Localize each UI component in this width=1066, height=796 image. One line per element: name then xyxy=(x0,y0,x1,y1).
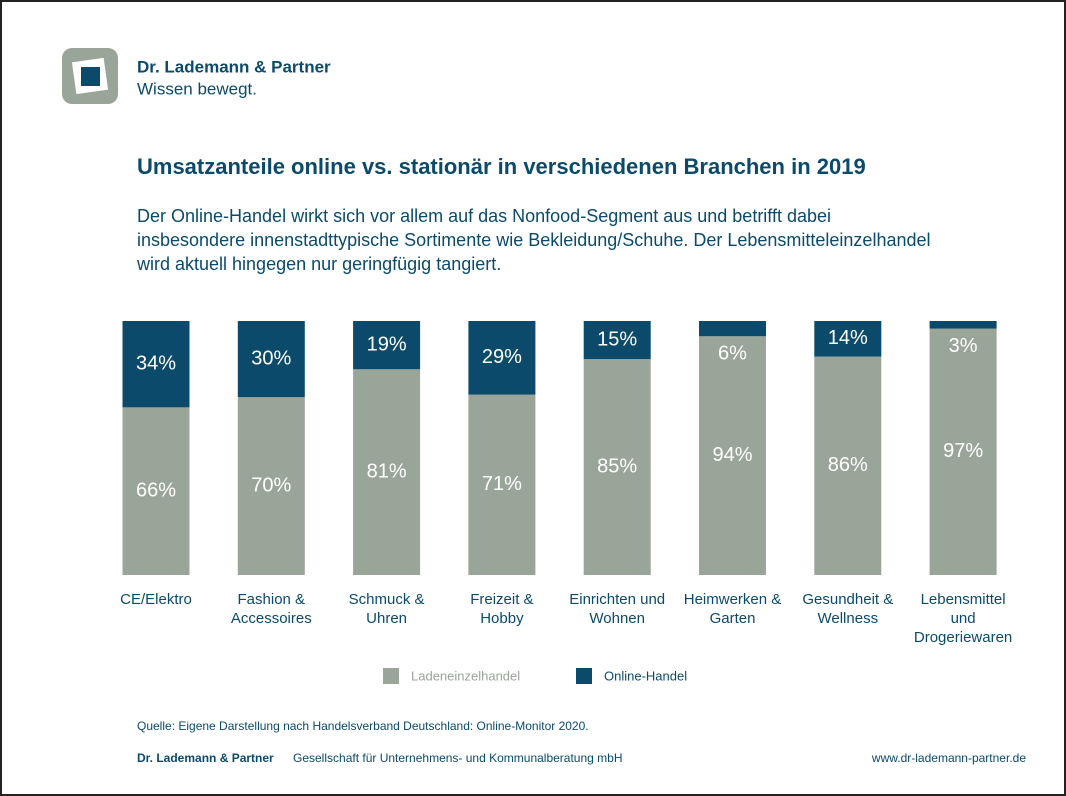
value-label: 66% xyxy=(136,479,176,501)
legend-label: Ladeneinzelhandel xyxy=(411,668,520,683)
legend-swatch xyxy=(383,668,399,684)
value-label: 29% xyxy=(482,346,522,368)
bar-segment xyxy=(929,321,997,329)
footer-url: www.dr-lademann-partner.de xyxy=(871,751,1026,765)
x-tick-label: Lebensmittel und Drogeriewaren xyxy=(913,591,1013,646)
footer-company: Dr. Lademann & Partner xyxy=(137,751,274,765)
bar-segment xyxy=(814,321,882,357)
value-label: 6% xyxy=(718,343,747,365)
logo-tagline: Wissen bewegt. xyxy=(137,79,257,98)
x-tick-label: Einrichten und Wohnen xyxy=(569,591,666,627)
value-label: 86% xyxy=(828,454,868,476)
footer-suffix: Gesellschaft für Unternehmens- und Kommu… xyxy=(293,751,623,765)
x-tick-label: Freizeit & Hobby xyxy=(470,591,534,627)
value-label: 85% xyxy=(597,455,637,477)
logo-square xyxy=(81,67,100,86)
bar-segment xyxy=(814,356,882,575)
value-label: 97% xyxy=(943,440,983,462)
bar-segment xyxy=(237,321,305,398)
x-tick-label: Gesundheit & Wellness xyxy=(802,591,894,627)
bar-segment xyxy=(468,321,536,395)
value-label: 30% xyxy=(251,347,291,369)
value-label: 3% xyxy=(949,335,978,357)
x-tick-label: Fashion & Accessoires xyxy=(230,591,312,627)
bar-segment xyxy=(699,336,766,575)
bar-segment xyxy=(353,369,421,575)
bar-segment xyxy=(237,397,305,575)
x-tick-label: CE/Elektro xyxy=(120,591,192,608)
value-label: 94% xyxy=(712,444,752,466)
bar-segment xyxy=(353,321,421,370)
bar-segment xyxy=(929,328,997,575)
value-label: 71% xyxy=(482,473,522,495)
x-tick-label: Heimwerken & Garten xyxy=(683,591,782,627)
bar-segment xyxy=(699,321,766,337)
bar-segment xyxy=(122,407,190,575)
chart-title: Umsatzanteile online vs. stationär in ve… xyxy=(137,154,866,179)
bar-segment xyxy=(468,394,536,575)
value-label: 15% xyxy=(597,328,637,350)
value-label: 19% xyxy=(367,333,407,355)
value-label: 81% xyxy=(367,460,407,482)
source: Quelle: Eigene Darstellung nach Handelsv… xyxy=(137,719,589,733)
bar-segment xyxy=(583,321,651,360)
bar-segment xyxy=(122,321,190,408)
logo-name: Dr. Lademann & Partner xyxy=(137,57,331,76)
subtitle: Der Online-Handel wirkt sich vor allem a… xyxy=(137,206,931,274)
legend-label: Online-Handel xyxy=(604,668,687,683)
x-tick-label: Schmuck & Uhren xyxy=(348,591,425,627)
value-label: 14% xyxy=(828,327,868,349)
legend-swatch xyxy=(576,668,592,684)
value-label: 34% xyxy=(136,352,176,374)
bar-segment xyxy=(583,359,651,575)
value-label: 70% xyxy=(251,474,291,496)
